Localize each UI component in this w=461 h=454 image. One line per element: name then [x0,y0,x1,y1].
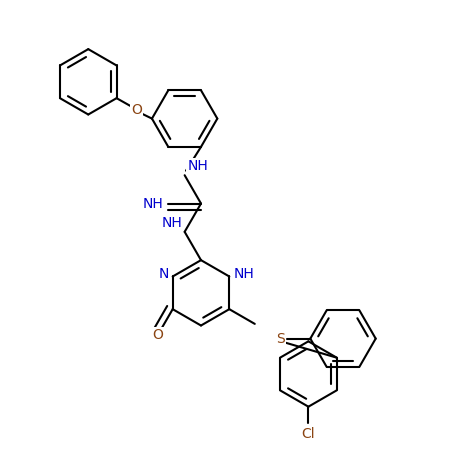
Text: NH: NH [162,216,183,230]
Text: S: S [276,331,284,345]
Text: Cl: Cl [301,427,315,441]
Text: N: N [159,267,169,281]
Text: NH: NH [143,197,164,211]
Text: O: O [152,328,163,342]
Text: O: O [131,103,142,117]
Text: NH: NH [187,159,208,173]
Text: NH: NH [234,267,254,281]
